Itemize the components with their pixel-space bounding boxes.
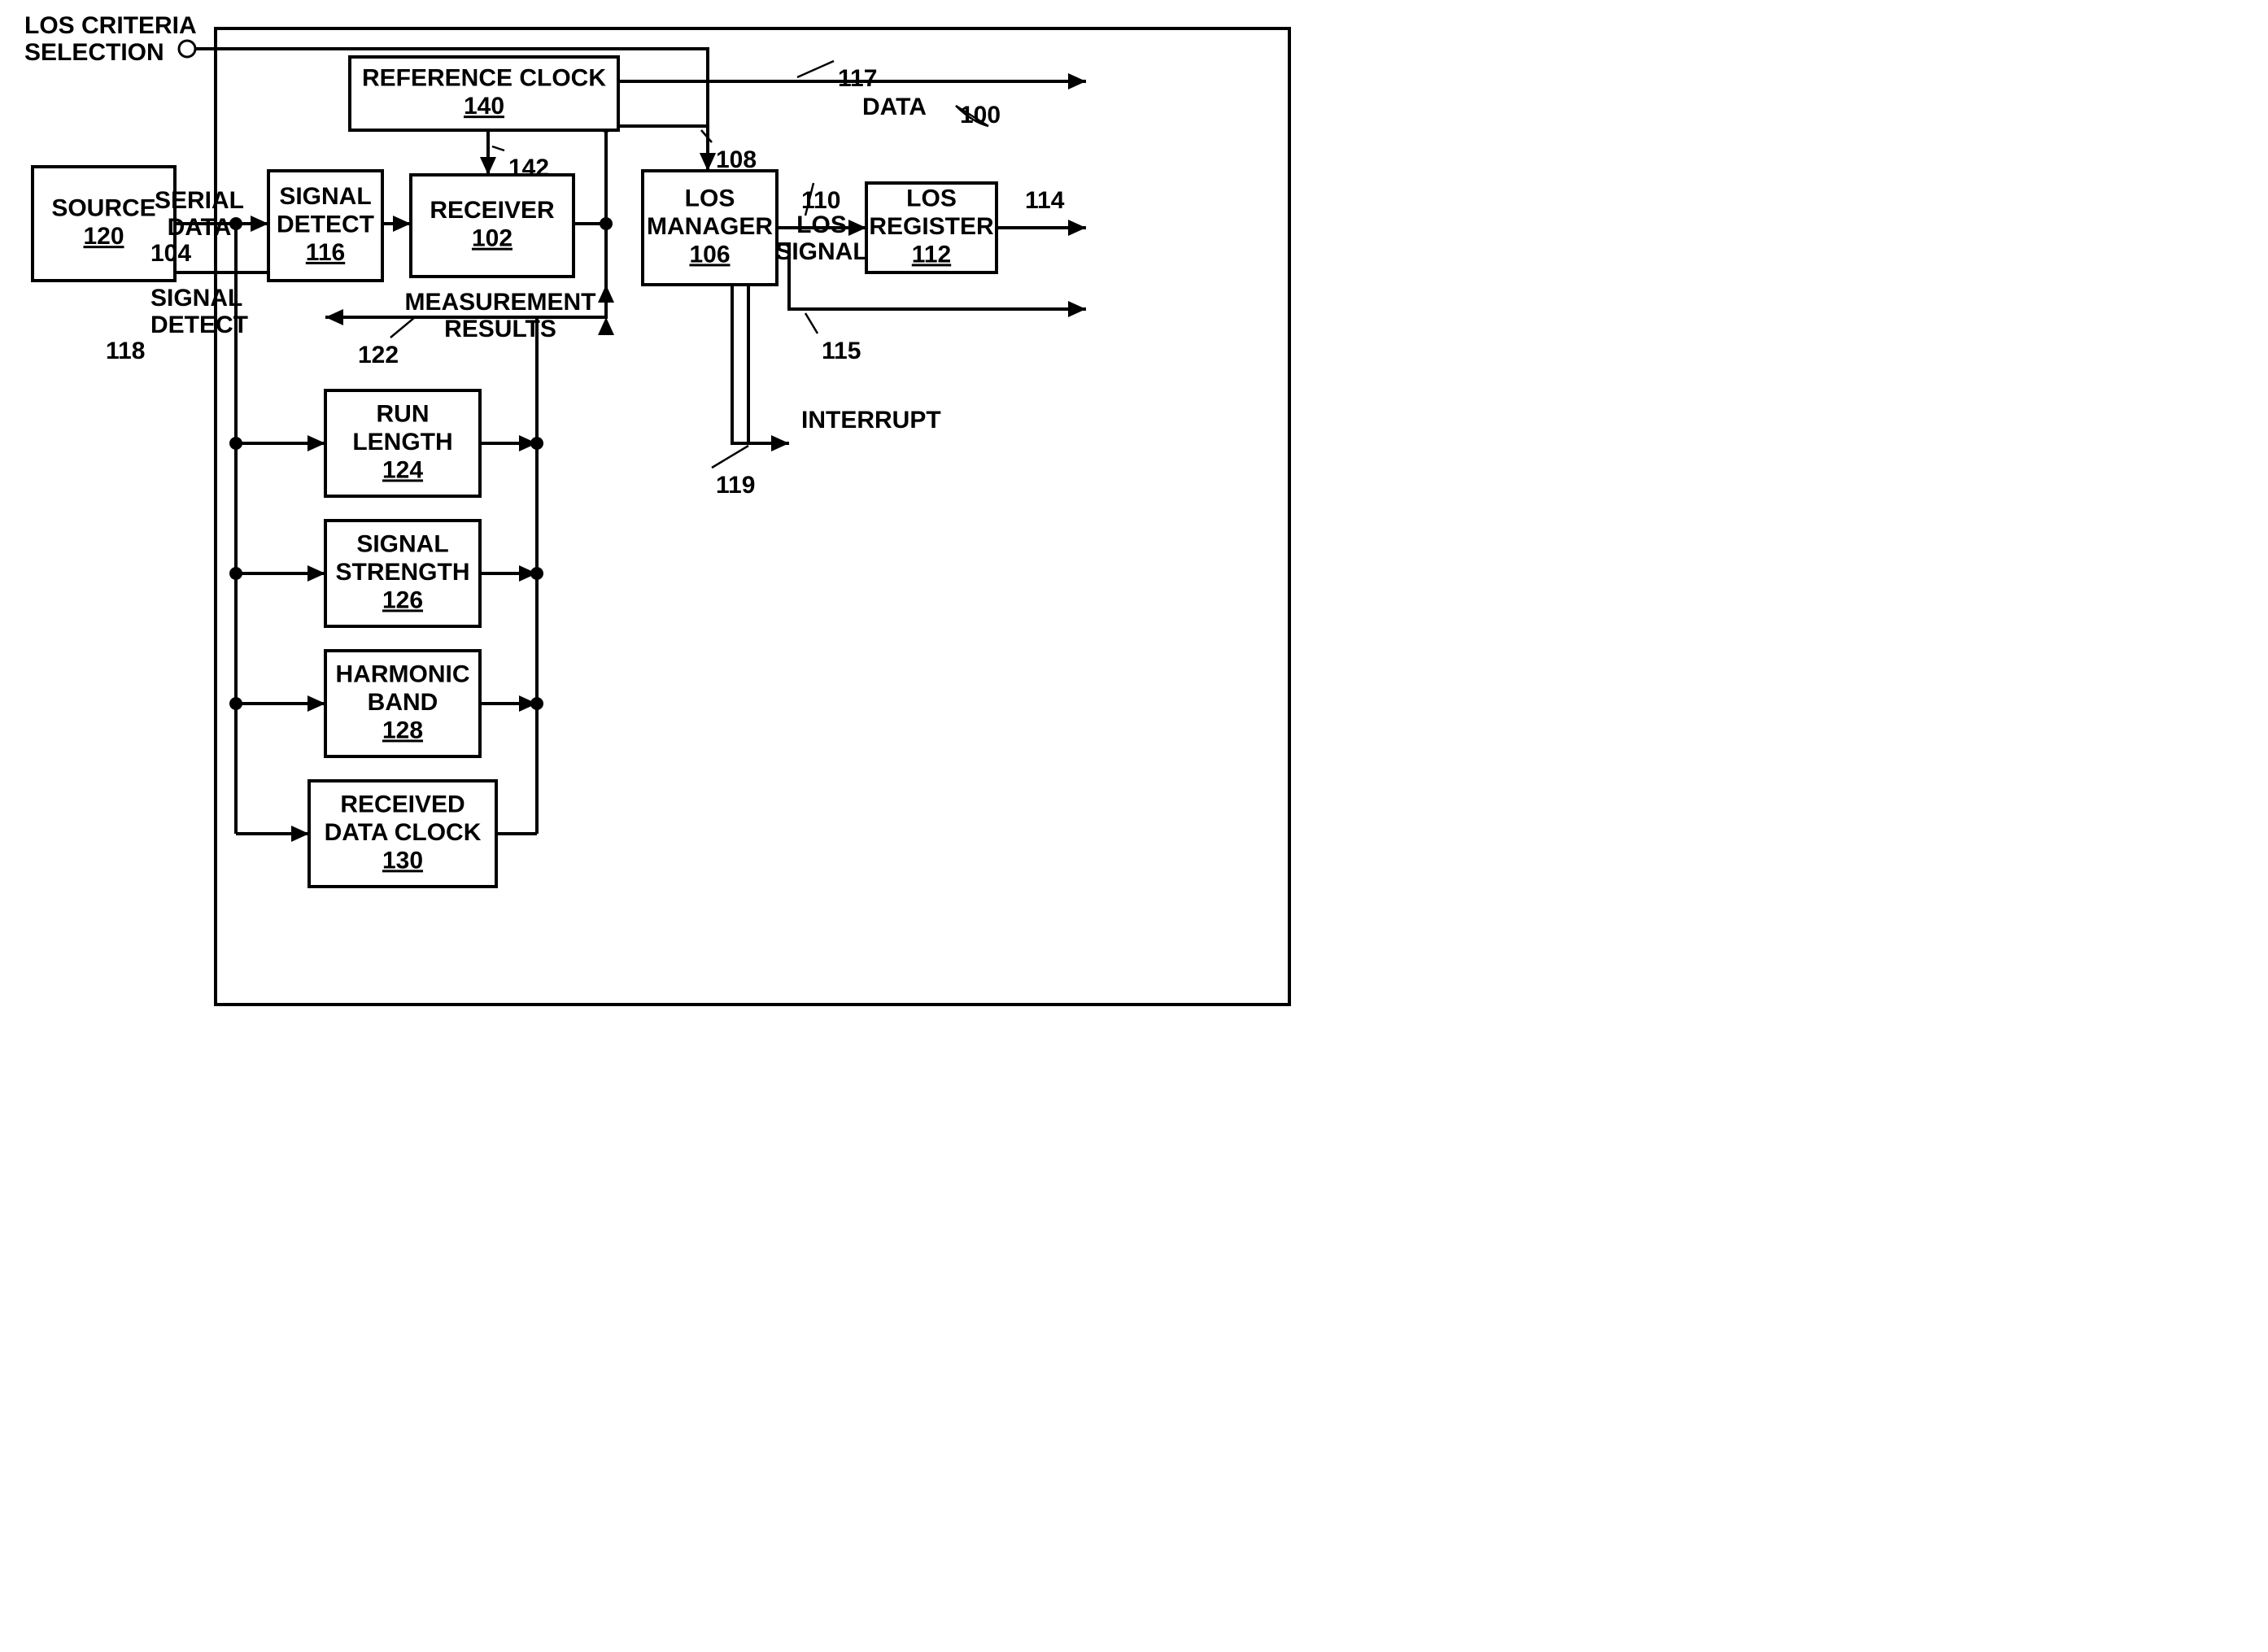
svg-text:DATA: DATA xyxy=(168,214,232,241)
svg-text:104: 104 xyxy=(150,240,191,267)
svg-text:RESULTS: RESULTS xyxy=(444,316,556,342)
svg-text:112: 112 xyxy=(912,241,951,268)
svg-text:LOS: LOS xyxy=(685,185,735,211)
svg-text:LOS: LOS xyxy=(906,185,957,211)
svg-text:100: 100 xyxy=(960,102,1001,129)
block-diagram: SOURCE120REFERENCE CLOCK140SIGNALDETECT1… xyxy=(0,0,1427,1040)
svg-text:SERIAL: SERIAL xyxy=(155,187,244,214)
svg-text:116: 116 xyxy=(306,239,345,266)
svg-text:120: 120 xyxy=(83,223,124,250)
svg-text:RUN: RUN xyxy=(377,400,430,427)
svg-text:DATA CLOCK: DATA CLOCK xyxy=(325,819,482,846)
svg-text:MANAGER: MANAGER xyxy=(647,213,773,240)
svg-text:SELECTION: SELECTION xyxy=(24,39,164,66)
svg-text:115: 115 xyxy=(822,338,861,364)
svg-text:MEASUREMENT: MEASUREMENT xyxy=(404,289,595,316)
svg-text:142: 142 xyxy=(508,155,549,181)
svg-text:SIGNAL: SIGNAL xyxy=(279,183,371,210)
svg-text:122: 122 xyxy=(358,342,399,368)
svg-text:119: 119 xyxy=(716,472,755,499)
svg-text:140: 140 xyxy=(464,93,504,120)
svg-text:REGISTER: REGISTER xyxy=(869,213,994,240)
svg-text:LOS CRITERIA: LOS CRITERIA xyxy=(24,12,197,39)
svg-text:SOURCE: SOURCE xyxy=(51,195,155,222)
svg-text:DATA: DATA xyxy=(862,94,927,120)
svg-text:110: 110 xyxy=(801,187,840,214)
svg-text:RECEIVER: RECEIVER xyxy=(430,197,555,224)
svg-text:108: 108 xyxy=(716,146,757,173)
svg-text:SIGNAL: SIGNAL xyxy=(775,238,867,265)
svg-text:RECEIVED: RECEIVED xyxy=(340,791,465,817)
svg-text:DETECT: DETECT xyxy=(150,312,248,338)
svg-text:HARMONIC: HARMONIC xyxy=(336,660,470,687)
svg-text:114: 114 xyxy=(1025,187,1065,214)
svg-text:128: 128 xyxy=(382,717,423,743)
svg-text:126: 126 xyxy=(382,586,423,613)
svg-text:LENGTH: LENGTH xyxy=(352,429,452,455)
svg-text:INTERRUPT: INTERRUPT xyxy=(801,407,941,434)
svg-text:102: 102 xyxy=(472,225,512,252)
svg-text:117: 117 xyxy=(838,65,877,92)
svg-text:118: 118 xyxy=(106,338,145,364)
svg-text:DETECT: DETECT xyxy=(277,211,374,238)
svg-text:BAND: BAND xyxy=(368,689,438,716)
svg-text:124: 124 xyxy=(382,456,423,483)
svg-text:STRENGTH: STRENGTH xyxy=(336,559,470,586)
svg-text:LOS: LOS xyxy=(796,211,847,238)
svg-text:SIGNAL: SIGNAL xyxy=(356,530,448,557)
svg-text:106: 106 xyxy=(689,241,730,268)
svg-text:REFERENCE CLOCK: REFERENCE CLOCK xyxy=(362,65,606,92)
svg-text:130: 130 xyxy=(382,847,423,874)
svg-text:SIGNAL: SIGNAL xyxy=(150,285,242,312)
